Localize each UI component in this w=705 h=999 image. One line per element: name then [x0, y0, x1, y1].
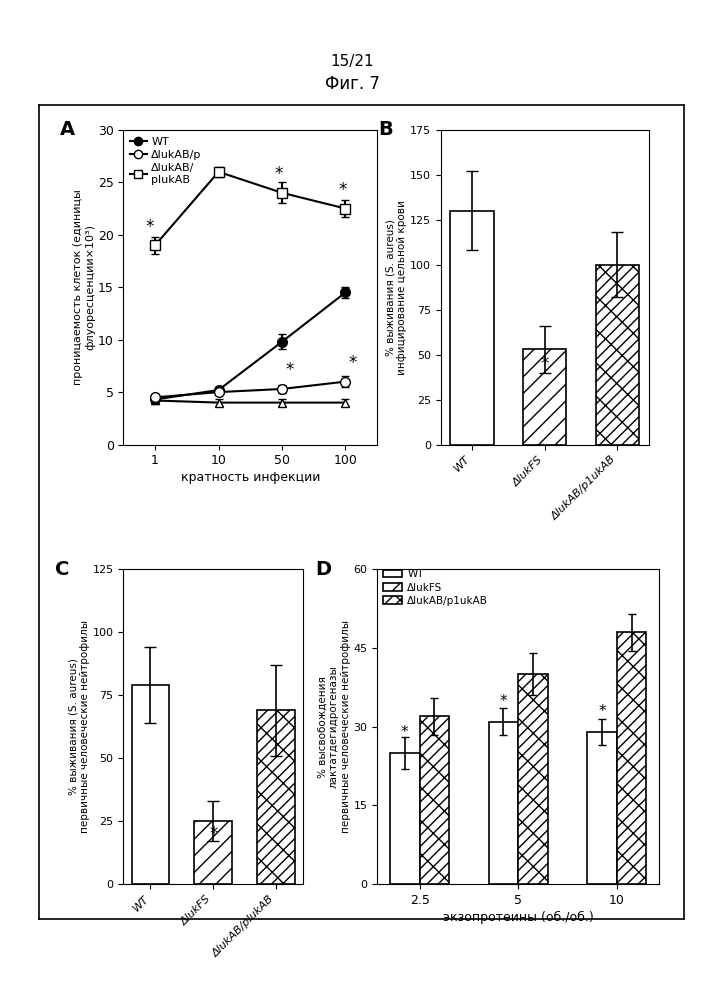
Text: D: D [315, 560, 331, 579]
Text: *: * [349, 354, 357, 372]
Text: *: * [401, 725, 409, 740]
Y-axis label: % высвобождения
лактатдегидрогеназы
первичные человеческие нейтрофилы: % высвобождения лактатдегидрогеназы перв… [317, 620, 350, 833]
Text: *: * [338, 181, 346, 199]
Text: *: * [500, 693, 507, 709]
Bar [419, 716, 449, 884]
Bar [450, 211, 494, 445]
Bar [390, 753, 419, 884]
Text: *: * [146, 218, 154, 236]
Text: A: A [60, 121, 75, 140]
Text: *: * [598, 704, 606, 719]
Text: C: C [55, 560, 69, 579]
Bar [132, 685, 169, 884]
Bar [596, 265, 639, 445]
Bar [257, 710, 295, 884]
Text: B: B [379, 121, 393, 140]
Legend: WT, ΔlukFS, ΔlukAB/p1ukAB: WT, ΔlukFS, ΔlukAB/p1ukAB [382, 568, 489, 606]
Y-axis label: % выживания (S. aureus)
первичные человеческие нейтрофилы: % выживания (S. aureus) первичные челове… [68, 620, 90, 833]
Bar [617, 632, 646, 884]
Text: 15/21: 15/21 [331, 54, 374, 70]
Y-axis label: % выживания (S. aureus)
инфицирование цельной крови: % выживания (S. aureus) инфицирование це… [386, 200, 407, 375]
Text: *: * [209, 825, 217, 843]
X-axis label: экзопротеины (об./об.): экзопротеины (об./об.) [443, 911, 594, 924]
Bar [195, 821, 232, 884]
Text: *: * [541, 355, 548, 373]
Bar [489, 721, 518, 884]
Legend: WT, ΔlukAB/p, ΔlukAB/
plukAB: WT, ΔlukAB/p, ΔlukAB/ plukAB [129, 136, 202, 186]
X-axis label: кратность инфекции: кратность инфекции [180, 472, 320, 485]
Bar [523, 350, 566, 445]
Y-axis label: проницаемость клеток (единицы
флуоресценции×10³): проницаемость клеток (единицы флуоресцен… [73, 190, 95, 385]
Bar [587, 732, 617, 884]
Text: *: * [286, 362, 294, 380]
Text: Фиг. 7: Фиг. 7 [325, 75, 380, 93]
Text: *: * [275, 165, 283, 183]
Bar [518, 674, 548, 884]
